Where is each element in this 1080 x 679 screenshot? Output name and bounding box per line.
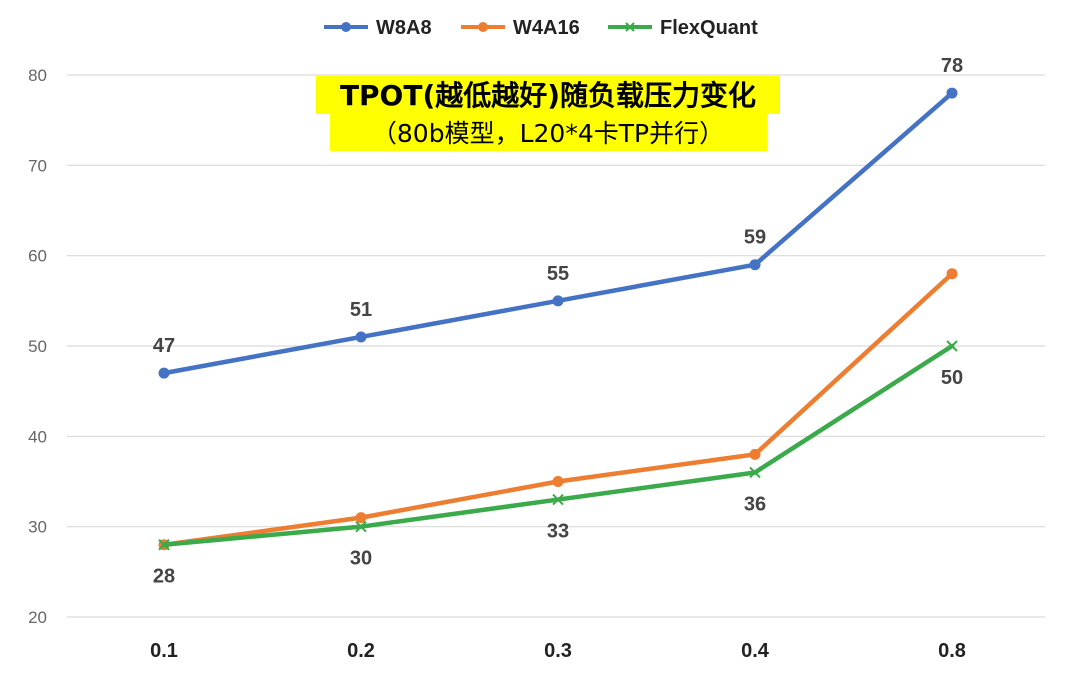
- marker-stroke: [749, 466, 761, 479]
- marker-stroke: [355, 520, 367, 533]
- x-tick-label: 0.8: [938, 640, 966, 662]
- series-line-w4a16: [161, 271, 955, 547]
- legend-label: W8A8: [376, 17, 432, 39]
- data-point: [355, 331, 367, 343]
- data-label: 50: [941, 367, 963, 389]
- legend-marker: [478, 22, 488, 32]
- y-axis-ticks: 20 30 40 50 60 70 80: [28, 66, 47, 627]
- y-tick-label: 70: [28, 156, 47, 175]
- data-point: [158, 539, 170, 551]
- data-label: 33: [547, 521, 569, 543]
- y-tick-label: 40: [28, 427, 47, 446]
- legend-marker: [341, 22, 351, 32]
- y-tick-label: 20: [28, 608, 47, 627]
- legend: W8A8 W4A16 FlexQuant: [324, 17, 758, 39]
- x-tick-label: 0.2: [347, 640, 375, 662]
- data-point: [355, 512, 367, 524]
- x-tick-label: 0.4: [741, 640, 770, 662]
- data-label: 36: [744, 493, 766, 515]
- chart-subtitle: （80b模型，L20*4卡TP并行）: [372, 119, 724, 148]
- series-lines: [158, 87, 958, 551]
- data-point: [552, 295, 564, 307]
- legend-label: FlexQuant: [660, 17, 758, 39]
- marker-stroke: [158, 539, 170, 551]
- data-label: 55: [547, 263, 569, 285]
- grid-lines: [67, 74, 1045, 618]
- data-label: 78: [941, 55, 963, 77]
- y-tick-label: 50: [28, 337, 47, 356]
- data-label: 47: [153, 335, 175, 357]
- data-label: 59: [744, 227, 766, 249]
- data-point: [749, 448, 761, 460]
- series-line-flexquant: [161, 343, 955, 547]
- data-point: [946, 268, 958, 280]
- data-label: 30: [350, 548, 372, 570]
- data-label: 28: [153, 566, 175, 588]
- y-tick-label: 60: [28, 247, 47, 266]
- data-point: [158, 367, 170, 379]
- y-tick-label: 80: [28, 66, 47, 85]
- x-axis-ticks: 0.1 0.2 0.3 0.4 0.8: [150, 640, 966, 662]
- data-point: [946, 87, 958, 99]
- data-point: [355, 520, 367, 533]
- chart-title: TPOT(越低越好)随负载压力变化: [340, 79, 756, 112]
- title-highlight: [316, 76, 780, 114]
- x-tick-label: 0.3: [544, 640, 572, 662]
- chart-title-block: TPOT(越低越好)随负载压力变化 （80b模型，L20*4卡TP并行）: [316, 76, 780, 151]
- marker-stroke: [946, 340, 958, 352]
- y-tick-label: 30: [28, 518, 47, 537]
- x-tick-label: 0.1: [150, 640, 178, 662]
- data-labels: 47 51 55 59 78 28 30 33 36 50: [153, 55, 963, 588]
- data-point: [749, 259, 761, 271]
- legend-label: W4A16: [513, 17, 580, 39]
- data-point: [946, 340, 958, 352]
- legend-marker: [625, 22, 635, 32]
- subtitle-highlight: [330, 114, 767, 151]
- data-point: [552, 476, 564, 487]
- data-label: 51: [350, 299, 372, 321]
- data-point: [552, 493, 564, 506]
- data-point: [749, 466, 761, 479]
- marker-stroke: [552, 493, 564, 506]
